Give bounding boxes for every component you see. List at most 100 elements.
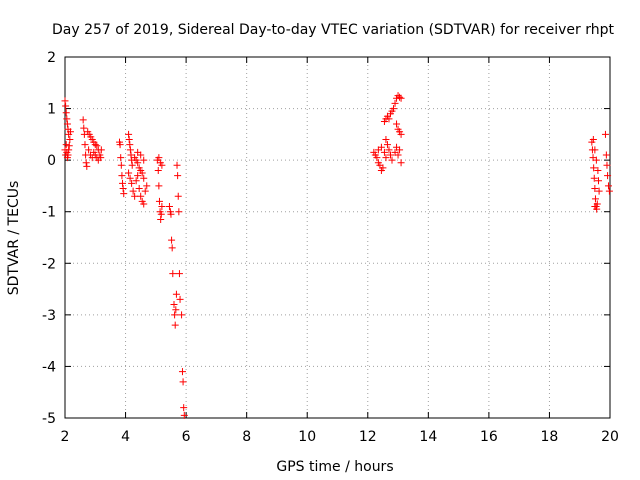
data-point — [379, 164, 387, 172]
data-point — [155, 154, 163, 162]
data-point — [119, 185, 127, 193]
data-point — [125, 169, 133, 177]
data-point — [66, 136, 74, 144]
data-point — [93, 142, 101, 150]
data-point — [385, 115, 393, 123]
data-point — [388, 156, 396, 164]
data-point — [397, 159, 405, 167]
x-tick-label: 18 — [541, 429, 559, 445]
data-point — [117, 161, 125, 169]
data-point — [126, 146, 134, 154]
data-point — [128, 161, 136, 169]
data-point — [178, 368, 186, 376]
data-point — [174, 172, 182, 180]
data-point — [62, 141, 70, 149]
data-point — [135, 185, 143, 193]
data-point — [592, 156, 600, 164]
data-point — [602, 151, 610, 159]
data-point — [590, 164, 598, 172]
data-point — [128, 179, 136, 187]
data-point — [82, 159, 90, 167]
data-point — [172, 290, 180, 298]
data-point — [174, 192, 182, 200]
axis-ticks — [64, 56, 611, 419]
data-point — [594, 166, 602, 174]
data-point — [158, 161, 166, 169]
data-point — [373, 154, 381, 162]
data-point — [157, 215, 165, 223]
data-point — [120, 190, 128, 198]
data-point — [117, 154, 125, 162]
data-point — [143, 182, 151, 190]
data-point — [63, 115, 71, 123]
y-tick-label: -3 — [42, 308, 56, 324]
data-point — [62, 151, 70, 159]
data-point — [137, 151, 145, 159]
data-point — [137, 192, 145, 200]
x-tick-label: 4 — [121, 429, 130, 445]
data-point — [79, 116, 87, 124]
y-tick-label: 1 — [47, 102, 56, 118]
x-tick-label: 16 — [480, 429, 498, 445]
data-point — [165, 203, 173, 211]
data-point — [138, 169, 146, 177]
x-tick-label: 20 — [601, 429, 619, 445]
data-point — [604, 182, 612, 190]
data-point — [168, 236, 176, 244]
data-point — [170, 301, 178, 309]
data-point — [180, 411, 188, 419]
x-tick-label: 14 — [419, 429, 437, 445]
data-point — [391, 99, 399, 107]
data-point — [154, 166, 162, 174]
data-point — [171, 311, 179, 319]
data-point — [155, 182, 163, 190]
data-point — [140, 174, 148, 182]
data-point — [590, 174, 598, 182]
data-point — [178, 311, 186, 319]
data-point — [180, 404, 188, 412]
y-axis-label: SDTVAR / TECUs — [6, 181, 22, 296]
scatter-points — [61, 92, 613, 419]
data-point — [383, 141, 391, 149]
data-point — [382, 136, 390, 144]
data-point — [140, 156, 148, 164]
data-point — [134, 172, 142, 180]
data-point — [126, 174, 134, 182]
data-point — [385, 146, 393, 154]
data-point — [601, 130, 609, 138]
data-point — [129, 187, 137, 195]
data-point — [172, 306, 180, 314]
data-point — [175, 208, 183, 216]
data-point — [127, 151, 135, 159]
data-point — [382, 154, 390, 162]
data-point — [85, 146, 93, 154]
y-tick-label: -1 — [42, 205, 56, 221]
plot-grid — [65, 57, 610, 418]
data-point — [125, 130, 133, 138]
data-point — [167, 210, 175, 218]
x-tick-label: 6 — [182, 429, 191, 445]
data-point — [158, 203, 166, 211]
x-axis-label: GPS time / hours — [276, 459, 393, 475]
data-point — [176, 295, 184, 303]
data-point — [63, 120, 71, 128]
data-point — [179, 378, 187, 386]
data-point — [393, 120, 401, 128]
data-point — [168, 244, 176, 252]
data-point — [155, 197, 163, 205]
data-point — [397, 94, 405, 102]
data-point — [116, 141, 124, 149]
y-tick-label: -5 — [42, 411, 56, 427]
data-point — [396, 146, 404, 154]
data-point — [397, 130, 405, 138]
x-tick-label: 8 — [242, 429, 251, 445]
y-tick-label: 0 — [47, 153, 56, 169]
data-point — [591, 195, 599, 203]
data-point — [97, 146, 105, 154]
data-point — [83, 162, 91, 170]
data-point — [119, 179, 127, 187]
data-point — [390, 105, 398, 113]
data-point — [169, 270, 177, 278]
data-point — [125, 136, 133, 144]
